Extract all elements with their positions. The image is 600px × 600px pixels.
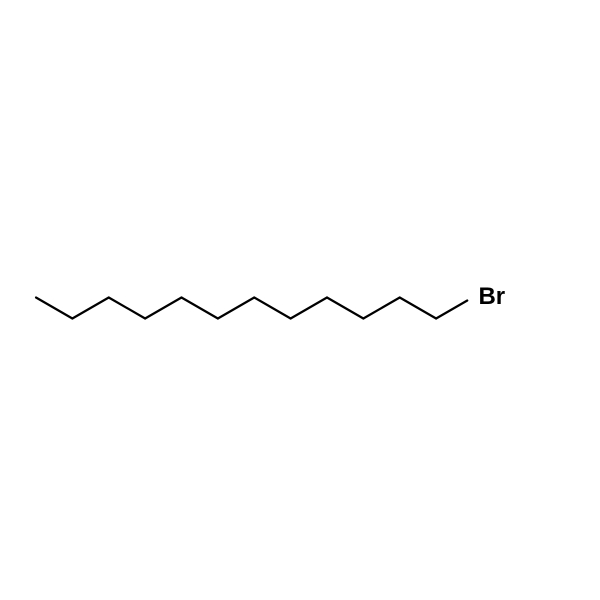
bond-line [254,298,290,319]
bond-line [400,298,436,319]
bond-line [145,298,181,319]
bond-line [72,298,108,319]
bond-line [218,298,254,319]
bond-line [291,298,327,319]
bond-line [436,301,467,319]
molecule-diagram: Br [0,0,600,600]
bond-line [109,298,145,319]
atom-label-br: Br [478,283,505,310]
bond-line [327,298,363,319]
bond-line [181,298,217,319]
bond-line [363,298,399,319]
bond-line [36,298,72,319]
